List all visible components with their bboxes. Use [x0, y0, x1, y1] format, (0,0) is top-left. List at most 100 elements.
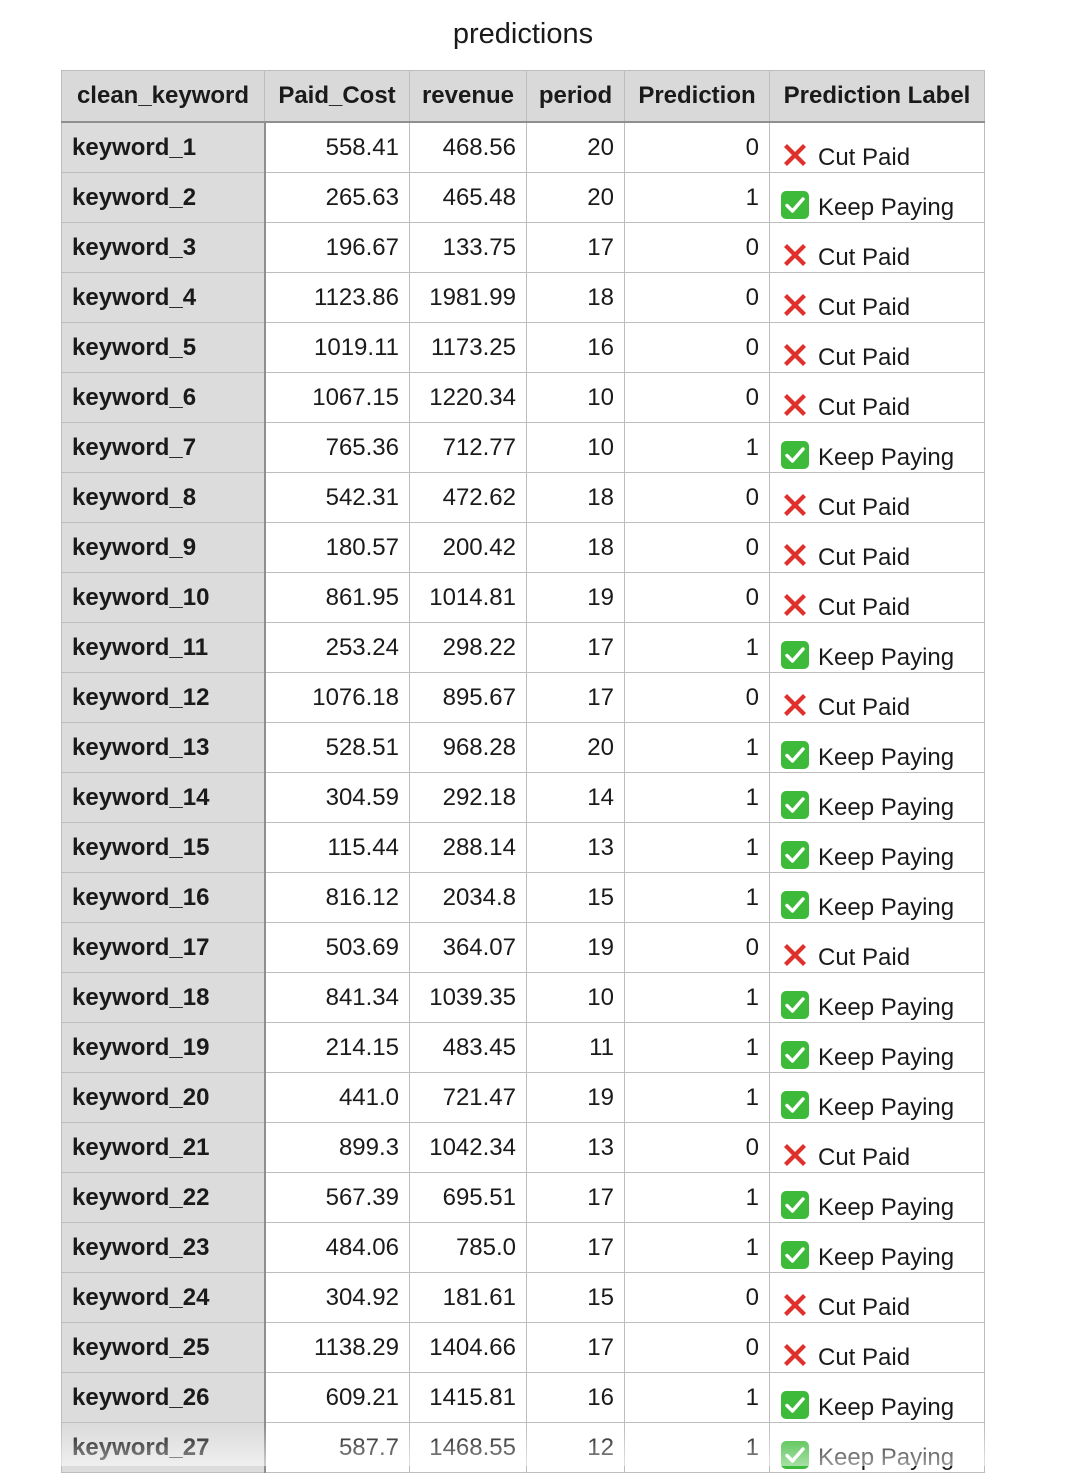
cell-revenue: 298.22 — [409, 622, 527, 673]
prediction-label-text: Cut Paid — [818, 294, 911, 321]
table-header: clean_keyword Paid_Cost revenue period P… — [61, 70, 985, 123]
cell-prediction-label: Keep Paying — [769, 1372, 985, 1423]
cell-revenue: 181.61 — [409, 1272, 527, 1323]
cell-paid-cost: 558.41 — [264, 121, 410, 173]
check-mark-icon — [780, 740, 810, 770]
cell-prediction: 0 — [624, 1122, 770, 1173]
table-row: keyword_22 567.39 695.51 17 1 Keep Paying — [61, 1172, 985, 1223]
prediction-label-text: Keep Paying — [818, 894, 955, 921]
cell-prediction-label: Keep Paying — [769, 972, 985, 1023]
cell-prediction: 1 — [624, 722, 770, 773]
cell-period: 17 — [526, 622, 625, 673]
cell-period: 20 — [526, 121, 625, 173]
cell-clean-keyword: keyword_27 — [61, 1422, 266, 1473]
check-mark-icon — [780, 1090, 810, 1120]
cell-prediction: 1 — [624, 1072, 770, 1123]
prediction-label-text: Cut Paid — [818, 694, 911, 721]
cell-prediction: 1 — [624, 972, 770, 1023]
cell-paid-cost: 115.44 — [264, 822, 410, 873]
cell-revenue: 1039.35 — [409, 972, 527, 1023]
cell-prediction-label: Keep Paying — [769, 722, 985, 773]
cell-clean-keyword: keyword_24 — [61, 1272, 266, 1323]
cell-period: 15 — [526, 872, 625, 923]
cell-revenue: 2034.8 — [409, 872, 527, 923]
table-row: keyword_10 861.95 1014.81 19 0 Cut Paid — [61, 572, 985, 623]
cell-revenue: 1468.55 — [409, 1422, 527, 1473]
prediction-label-text: Keep Paying — [818, 1094, 955, 1121]
table-row: keyword_3 196.67 133.75 17 0 Cut Paid — [61, 222, 985, 273]
cell-period: 17 — [526, 1172, 625, 1223]
cross-mark-icon — [780, 1340, 810, 1370]
check-mark-icon — [780, 190, 810, 220]
cell-paid-cost: 567.39 — [264, 1172, 410, 1223]
cross-mark-icon — [780, 540, 810, 570]
prediction-label-text: Keep Paying — [818, 794, 955, 821]
cell-prediction: 1 — [624, 1422, 770, 1473]
cell-period: 19 — [526, 1072, 625, 1123]
cell-prediction-label: Cut Paid — [769, 922, 985, 973]
cell-revenue: 895.67 — [409, 672, 527, 723]
predictions-table: clean_keyword Paid_Cost revenue period P… — [61, 70, 985, 1473]
cell-period: 19 — [526, 922, 625, 973]
cell-period: 14 — [526, 772, 625, 823]
cell-clean-keyword: keyword_18 — [61, 972, 266, 1023]
cell-revenue: 133.75 — [409, 222, 527, 273]
cell-period: 20 — [526, 722, 625, 773]
cross-mark-icon — [780, 240, 810, 270]
cell-clean-keyword: keyword_12 — [61, 672, 266, 723]
check-mark-icon — [780, 1240, 810, 1270]
cross-mark-icon — [780, 1140, 810, 1170]
table-row: keyword_17 503.69 364.07 19 0 Cut Paid — [61, 922, 985, 973]
cell-clean-keyword: keyword_22 — [61, 1172, 266, 1223]
column-header-revenue: revenue — [409, 70, 527, 123]
prediction-label-text: Keep Paying — [818, 844, 955, 871]
cell-clean-keyword: keyword_21 — [61, 1122, 266, 1173]
cell-period: 13 — [526, 822, 625, 873]
table-row: keyword_21 899.3 1042.34 13 0 Cut Paid — [61, 1122, 985, 1173]
cell-prediction: 0 — [624, 472, 770, 523]
cell-prediction-label: Keep Paying — [769, 1022, 985, 1073]
cell-prediction: 1 — [624, 1022, 770, 1073]
prediction-label-text: Keep Paying — [818, 444, 955, 471]
header-row: clean_keyword Paid_Cost revenue period P… — [61, 70, 985, 123]
cell-prediction-label: Cut Paid — [769, 121, 985, 173]
table-row: keyword_18 841.34 1039.35 10 1 Keep Paying — [61, 972, 985, 1023]
cell-clean-keyword: keyword_5 — [61, 322, 266, 373]
cell-paid-cost: 542.31 — [264, 472, 410, 523]
cell-paid-cost: 441.0 — [264, 1072, 410, 1123]
cell-paid-cost: 1019.11 — [264, 322, 410, 373]
cell-prediction-label: Keep Paying — [769, 822, 985, 873]
cross-mark-icon — [780, 390, 810, 420]
cell-prediction-label: Keep Paying — [769, 872, 985, 923]
cross-mark-icon — [780, 140, 810, 170]
cell-prediction-label: Keep Paying — [769, 1072, 985, 1123]
prediction-label-text: Cut Paid — [818, 544, 911, 571]
cell-revenue: 288.14 — [409, 822, 527, 873]
cell-revenue: 1404.66 — [409, 1322, 527, 1373]
cell-revenue: 968.28 — [409, 722, 527, 773]
table-row: keyword_25 1138.29 1404.66 17 0 Cut Paid — [61, 1322, 985, 1373]
cell-period: 12 — [526, 1422, 625, 1473]
cell-clean-keyword: keyword_11 — [61, 622, 266, 673]
cross-mark-icon — [780, 590, 810, 620]
column-header-prediction: Prediction — [624, 70, 770, 123]
cell-prediction-label: Cut Paid — [769, 472, 985, 523]
cell-prediction: 1 — [624, 872, 770, 923]
cell-prediction: 1 — [624, 822, 770, 873]
prediction-label-text: Cut Paid — [818, 1294, 911, 1321]
cell-clean-keyword: keyword_19 — [61, 1022, 266, 1073]
cell-revenue: 1014.81 — [409, 572, 527, 623]
cell-prediction: 1 — [624, 172, 770, 223]
cell-prediction: 1 — [624, 622, 770, 673]
column-header-period: period — [526, 70, 625, 123]
page-title: predictions — [452, 18, 594, 50]
cell-paid-cost: 528.51 — [264, 722, 410, 773]
cell-clean-keyword: keyword_16 — [61, 872, 266, 923]
table-body: keyword_1 558.41 468.56 20 0 Cut Paid keyword_… — [61, 121, 985, 1473]
cell-period: 11 — [526, 1022, 625, 1073]
cell-period: 15 — [526, 1272, 625, 1323]
cell-clean-keyword: keyword_23 — [61, 1222, 266, 1273]
table-row: keyword_6 1067.15 1220.34 10 0 Cut Paid — [61, 372, 985, 423]
cell-paid-cost: 1123.86 — [264, 272, 410, 323]
cell-prediction: 0 — [624, 1322, 770, 1373]
